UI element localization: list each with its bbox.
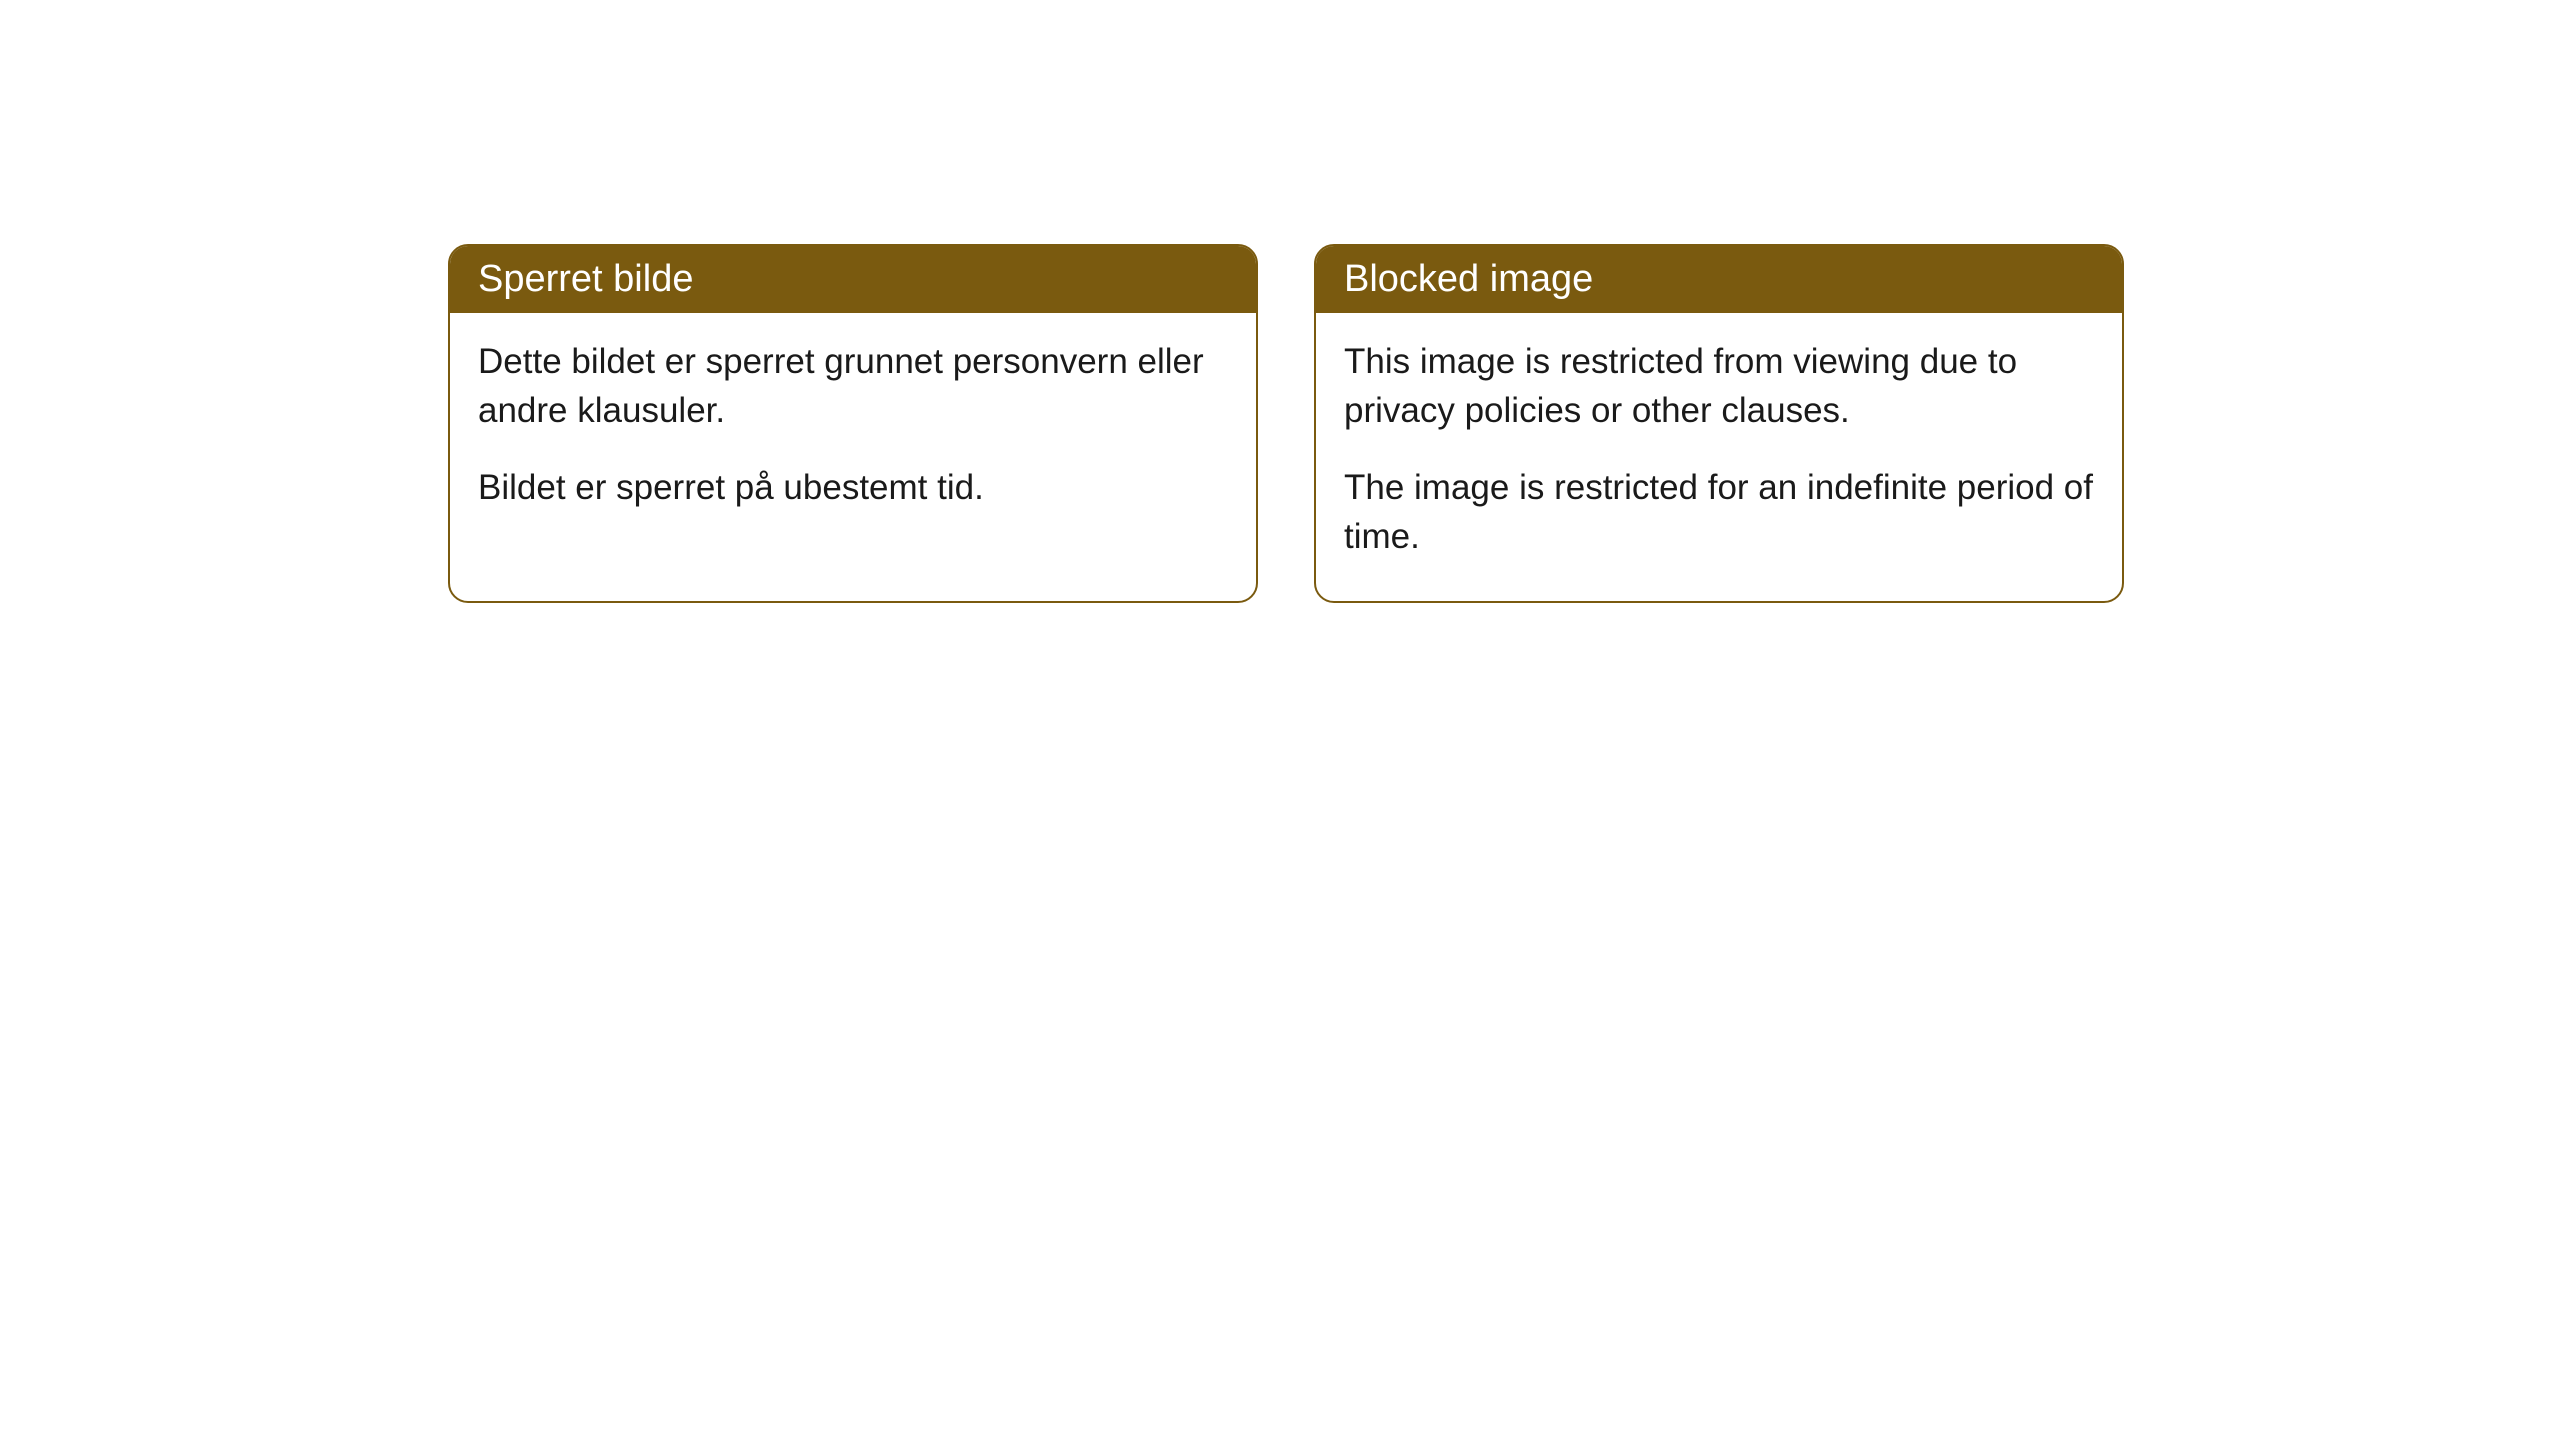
notice-card-norwegian: Sperret bilde Dette bildet er sperret gr… (448, 244, 1258, 603)
notice-header-norwegian: Sperret bilde (450, 246, 1256, 313)
notice-header-english: Blocked image (1316, 246, 2122, 313)
notice-container: Sperret bilde Dette bildet er sperret gr… (448, 244, 2124, 603)
notice-paragraph-1: Dette bildet er sperret grunnet personve… (478, 337, 1228, 435)
notice-card-english: Blocked image This image is restricted f… (1314, 244, 2124, 603)
notice-paragraph-2: Bildet er sperret på ubestemt tid. (478, 463, 1228, 512)
notice-body-english: This image is restricted from viewing du… (1316, 313, 2122, 601)
notice-paragraph-1: This image is restricted from viewing du… (1344, 337, 2094, 435)
notice-body-norwegian: Dette bildet er sperret grunnet personve… (450, 313, 1256, 552)
notice-paragraph-2: The image is restricted for an indefinit… (1344, 463, 2094, 561)
